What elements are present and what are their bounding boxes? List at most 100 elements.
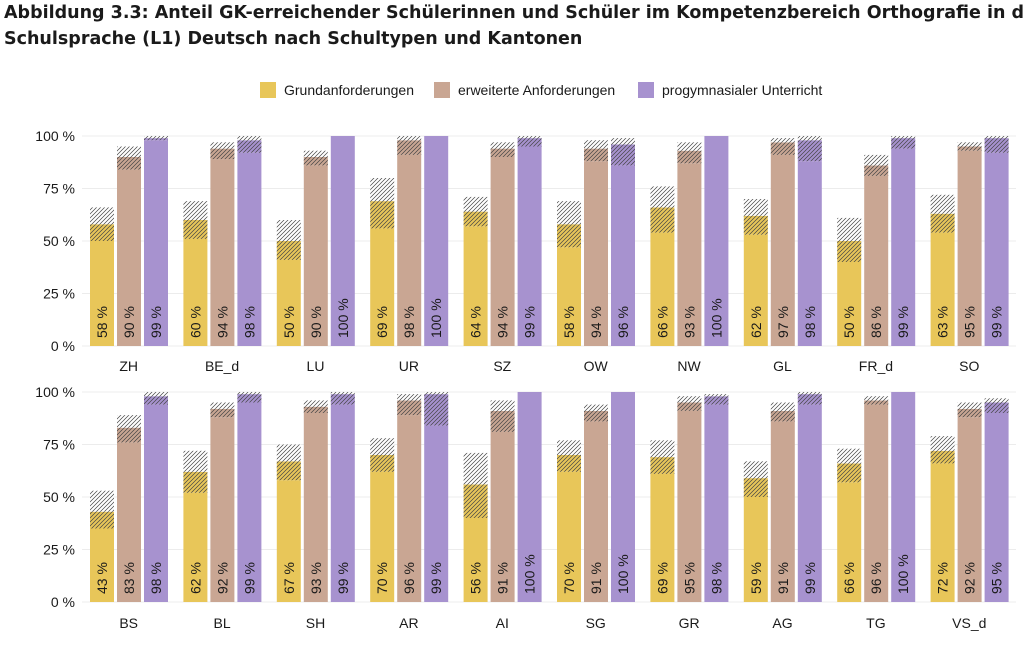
bar-lu-grund — [276, 259, 301, 346]
data-label-bs-erweitert: 83 % — [121, 562, 137, 594]
data-label-bs-grund: 43 % — [94, 562, 110, 594]
data-label-vs-d-erweitert: 92 % — [962, 562, 978, 594]
y-tick-label: 0 % — [51, 338, 75, 354]
ci-lower-hatch — [864, 400, 889, 405]
ci-lower-hatch — [957, 146, 982, 151]
bar-bl-grund — [183, 492, 208, 602]
bar-bl-progym — [237, 402, 262, 602]
data-label-zh-grund: 58 % — [94, 306, 110, 338]
ci-lower-hatch — [463, 211, 488, 227]
ci-upper-hatch — [117, 146, 141, 157]
bar-ai-grund — [463, 518, 488, 602]
bar-sh-erweitert — [303, 413, 328, 602]
data-label-sh-grund: 67 % — [281, 562, 297, 594]
bar-group-sh-grund: 67 % — [276, 444, 301, 602]
bar-group-zh-erweitert: 90 % — [117, 146, 141, 346]
bar-ar-progym — [424, 425, 449, 602]
data-label-lu-erweitert: 90 % — [308, 306, 324, 338]
bar-group-be-d-grund: 60 % — [183, 201, 208, 346]
data-label-ur-grund: 69 % — [374, 306, 390, 338]
canton-label-sz: SZ — [493, 358, 511, 374]
bar-group-gr-progym: 98 % — [704, 394, 729, 602]
ci-lower-hatch — [303, 406, 328, 413]
bar-sg-grund — [557, 471, 581, 602]
bar-nw-erweitert — [677, 163, 702, 346]
data-label-gl-progym: 98 % — [802, 306, 818, 338]
canton-label-be-d: BE_d — [205, 358, 239, 374]
canton-label-ur: UR — [399, 358, 419, 374]
chart-title-line-1: Abbildung 3.3: Anteil GK-erreichender Sc… — [4, 3, 1024, 23]
ci-upper-hatch — [210, 402, 235, 409]
ci-upper-hatch — [557, 201, 581, 225]
bar-group-vs-d-erweitert: 92 % — [957, 402, 982, 602]
bar-bs-progym — [144, 404, 168, 602]
ci-upper-hatch — [677, 142, 702, 151]
ci-upper-hatch — [370, 178, 395, 202]
bar-group-tg-progym: 100 % — [891, 392, 916, 602]
bar-group-vs-d-progym: 95 % — [984, 398, 1009, 602]
ci-lower-hatch — [370, 201, 395, 229]
bar-lu-progym — [330, 136, 355, 346]
ci-lower-hatch — [210, 408, 235, 418]
legend-label-grundanforderungen: Grundanforderungen — [284, 82, 414, 98]
y-tick-label: 100 % — [35, 384, 75, 400]
data-label-gr-progym: 98 % — [708, 562, 724, 594]
data-label-be-d-grund: 60 % — [187, 306, 203, 338]
bar-group-fr-d-grund: 50 % — [837, 217, 862, 346]
ci-upper-hatch — [743, 461, 768, 479]
data-label-nw-grund: 66 % — [654, 306, 670, 338]
ci-lower-hatch — [490, 410, 515, 432]
ci-upper-hatch — [864, 396, 889, 401]
data-label-sz-grund: 64 % — [468, 306, 484, 338]
y-tick-label: 25 % — [43, 286, 75, 302]
data-label-ow-grund: 58 % — [561, 306, 577, 338]
ci-upper-hatch — [837, 217, 862, 241]
data-label-ai-grund: 56 % — [468, 562, 484, 594]
bar-ur-progym — [424, 136, 449, 346]
chart-title-line-2: Schulsprache (L1) Deutsch nach Schultype… — [4, 29, 583, 49]
data-label-ai-progym: 100 % — [522, 554, 538, 594]
ci-upper-hatch — [463, 452, 488, 485]
bar-gl-erweitert — [770, 154, 795, 346]
bar-group-ar-erweitert: 96 % — [397, 394, 422, 602]
ci-lower-hatch — [144, 396, 168, 405]
bar-group-gl-grund: 62 % — [743, 199, 768, 346]
ci-lower-hatch — [117, 427, 141, 443]
bar-group-bs-grund: 43 % — [90, 490, 114, 602]
ci-lower-hatch — [237, 394, 262, 403]
data-label-tg-grund: 66 % — [841, 562, 857, 594]
ci-upper-hatch — [770, 402, 795, 411]
ci-lower-hatch — [984, 402, 1009, 413]
bar-vs-d-grund — [930, 463, 955, 602]
ci-lower-hatch — [677, 402, 702, 411]
bar-ag-erweitert — [770, 421, 795, 602]
bar-zh-erweitert — [117, 169, 141, 346]
data-label-ur-progym: 100 % — [428, 298, 444, 338]
ci-upper-hatch — [864, 154, 889, 166]
bar-vs-d-erweitert — [957, 417, 982, 602]
data-label-ai-erweitert: 91 % — [495, 562, 511, 594]
ci-upper-hatch — [90, 207, 114, 225]
data-label-ag-progym: 99 % — [802, 562, 818, 594]
bar-sh-grund — [276, 480, 301, 602]
bar-group-lu-erweitert: 90 % — [303, 150, 328, 346]
ci-lower-hatch — [891, 138, 916, 149]
ci-lower-hatch — [743, 478, 768, 497]
ci-upper-hatch — [957, 142, 982, 147]
ci-lower-hatch — [584, 410, 608, 422]
ci-upper-hatch — [891, 136, 916, 139]
data-label-tg-erweitert: 96 % — [868, 562, 884, 594]
canton-label-tg: TG — [866, 615, 885, 631]
data-label-ag-grund: 59 % — [748, 562, 764, 594]
bar-bl-erweitert — [210, 417, 235, 602]
ci-upper-hatch — [424, 392, 449, 395]
ci-lower-hatch — [770, 410, 795, 422]
bar-be-d-erweitert — [210, 159, 235, 346]
ci-upper-hatch — [237, 136, 262, 141]
data-label-be-d-progym: 98 % — [241, 306, 257, 338]
data-label-vs-d-progym: 95 % — [989, 562, 1005, 594]
bar-group-gl-progym: 98 % — [797, 136, 822, 346]
ci-upper-hatch — [584, 140, 608, 149]
legend-label-progymnasialer-unterricht: progymnasialer Unterricht — [662, 82, 823, 98]
ci-upper-hatch — [584, 404, 608, 411]
